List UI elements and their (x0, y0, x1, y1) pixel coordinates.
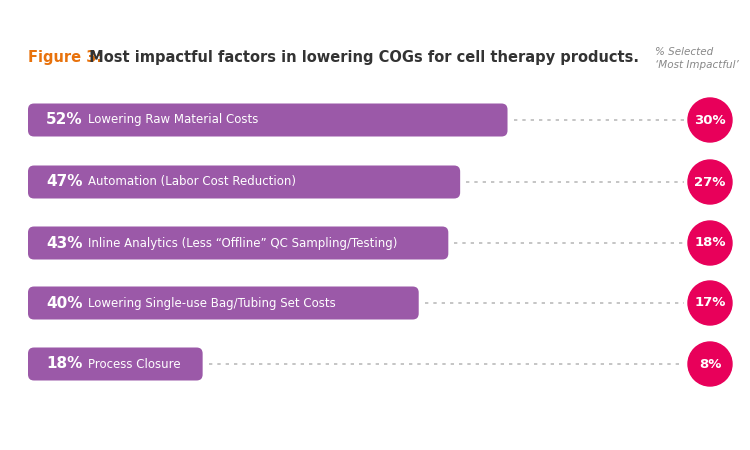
Text: Figure 3:: Figure 3: (28, 50, 102, 65)
Text: 18%: 18% (46, 356, 82, 372)
Circle shape (688, 98, 732, 142)
Circle shape (688, 221, 732, 265)
Text: 47%: 47% (46, 175, 82, 189)
Text: Most impactful factors in lowering COGs for cell therapy products.: Most impactful factors in lowering COGs … (84, 50, 639, 65)
Text: Automation (Labor Cost Reduction): Automation (Labor Cost Reduction) (88, 176, 296, 189)
FancyBboxPatch shape (28, 287, 418, 319)
Text: 27%: 27% (694, 176, 726, 189)
Text: 43%: 43% (46, 235, 82, 251)
Text: 8%: 8% (699, 357, 721, 370)
Text: ‘Most Impactful’: ‘Most Impactful’ (655, 60, 739, 70)
Text: Inline Analytics (Less “Offline” QC Sampling/Testing): Inline Analytics (Less “Offline” QC Samp… (88, 237, 398, 249)
Text: 52%: 52% (46, 112, 82, 127)
Circle shape (688, 342, 732, 386)
Text: Process Closure: Process Closure (88, 357, 181, 370)
Text: 18%: 18% (694, 237, 726, 249)
Text: 30%: 30% (694, 113, 726, 126)
Text: % Selected: % Selected (655, 47, 713, 57)
FancyBboxPatch shape (28, 226, 448, 260)
Text: Lowering Single-use Bag/Tubing Set Costs: Lowering Single-use Bag/Tubing Set Costs (88, 297, 336, 310)
Circle shape (688, 281, 732, 325)
FancyBboxPatch shape (28, 166, 460, 198)
Text: Lowering Raw Material Costs: Lowering Raw Material Costs (88, 113, 258, 126)
Circle shape (688, 160, 732, 204)
Text: 40%: 40% (46, 296, 82, 310)
FancyBboxPatch shape (28, 347, 202, 381)
Text: 17%: 17% (694, 297, 726, 310)
FancyBboxPatch shape (28, 104, 508, 136)
